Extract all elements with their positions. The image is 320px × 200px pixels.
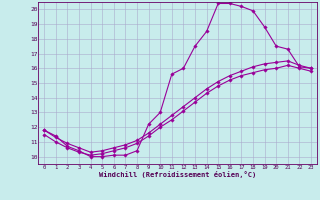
X-axis label: Windchill (Refroidissement éolien,°C): Windchill (Refroidissement éolien,°C) [99, 171, 256, 178]
